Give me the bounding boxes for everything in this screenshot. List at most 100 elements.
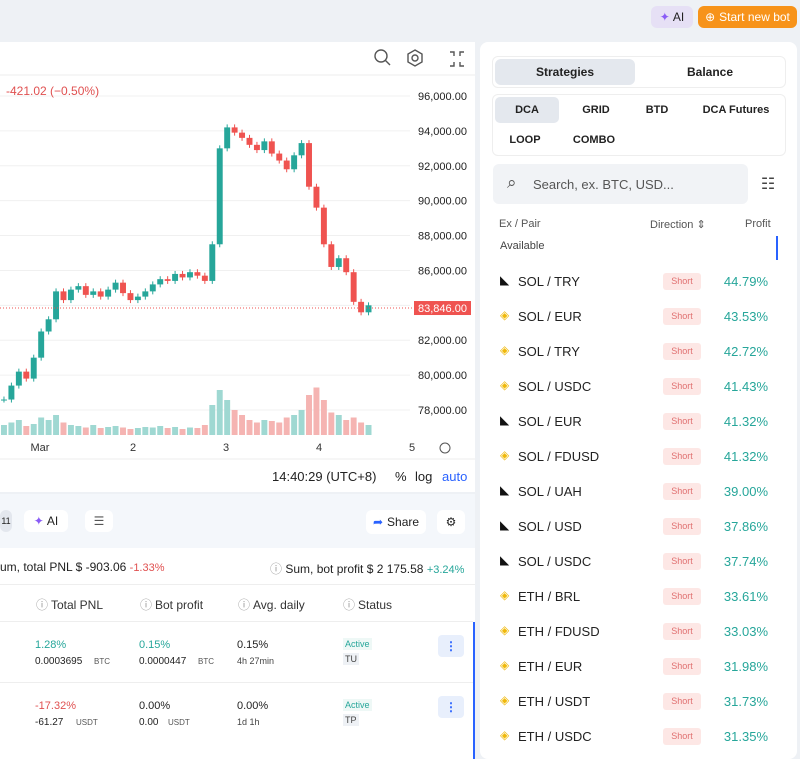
volume-bar bbox=[335, 415, 342, 435]
volume-bar bbox=[75, 426, 82, 435]
candle bbox=[164, 279, 171, 281]
avg-daily: 0.15% bbox=[237, 639, 269, 651]
volume-bar bbox=[298, 410, 305, 435]
auto-toggle[interactable]: auto bbox=[442, 469, 468, 484]
start-bot-button[interactable]: ⊕ Start new bot bbox=[698, 6, 797, 28]
column-header[interactable]: Total PNL bbox=[51, 598, 104, 612]
volume-bar bbox=[164, 428, 171, 435]
value: 2 175.58 bbox=[376, 562, 424, 576]
pair-row[interactable]: ◈ ETH / EUR Short 31.98% bbox=[480, 649, 780, 684]
volume-bar bbox=[187, 427, 193, 435]
candle bbox=[291, 155, 298, 170]
volume-bar bbox=[276, 422, 283, 435]
pair-row[interactable]: ◣ SOL / UAH Short 39.00% bbox=[480, 474, 780, 509]
volume-bar bbox=[179, 429, 186, 435]
pair-row[interactable]: ◣ SOL / USDC Short 37.74% bbox=[480, 544, 780, 579]
ai-tab[interactable]: ✦ AI bbox=[24, 510, 68, 532]
volume-bar bbox=[127, 429, 134, 435]
candle bbox=[335, 258, 342, 267]
volume-bar bbox=[350, 417, 357, 435]
menu-button[interactable]: ⋮ bbox=[438, 696, 464, 718]
volume-bar bbox=[328, 412, 335, 435]
column-header[interactable]: Bot profit bbox=[155, 598, 204, 612]
percent-toggle[interactable]: % bbox=[395, 469, 407, 484]
filter-button[interactable]: ☷ bbox=[760, 176, 776, 193]
log-toggle[interactable]: log bbox=[415, 469, 433, 484]
pair: SOL / USDC bbox=[518, 379, 592, 394]
column-header[interactable]: Ex / Pair bbox=[499, 218, 541, 230]
price-label: 92,000.00 bbox=[418, 161, 467, 173]
exchange-icon: ◈ bbox=[500, 308, 510, 322]
volume-bar bbox=[30, 424, 37, 435]
strategy-type[interactable]: COMBO bbox=[572, 134, 616, 146]
balance-tab[interactable]: Balance bbox=[686, 65, 734, 79]
pair-row[interactable]: ◈ SOL / USDC Short 41.43% bbox=[480, 369, 780, 404]
settings-button[interactable]: ⚙ bbox=[437, 510, 465, 534]
price-label: 94,000.00 bbox=[418, 126, 467, 138]
label: Direction bbox=[650, 219, 694, 231]
x-label: 4 bbox=[316, 442, 322, 454]
column-header[interactable]: Direction ⇕ bbox=[650, 219, 706, 231]
strategy-type[interactable]: LOOP bbox=[509, 134, 541, 146]
price-label: 80,000.00 bbox=[418, 370, 467, 382]
candle bbox=[23, 371, 30, 379]
pair: SOL / FDUSD bbox=[518, 449, 600, 464]
pair-row[interactable]: ◣ SOL / TRY Short 44.79% bbox=[480, 264, 780, 299]
strategy-type[interactable]: BTD bbox=[645, 104, 669, 116]
label: Sum, bot profit $ bbox=[285, 562, 374, 576]
ai-button[interactable]: ✦ AI bbox=[651, 6, 693, 28]
pair: SOL / EUR bbox=[518, 414, 582, 429]
volume-bar bbox=[246, 420, 253, 435]
pair-row[interactable]: ◈ SOL / FDUSD Short 41.32% bbox=[480, 439, 780, 474]
candle bbox=[209, 244, 216, 281]
column-header[interactable]: Avg. daily bbox=[253, 598, 305, 612]
row-divider bbox=[0, 682, 473, 683]
pair-row[interactable]: ◣ SOL / USD Short 37.86% bbox=[480, 509, 780, 544]
strategies-tab[interactable]: Strategies bbox=[495, 59, 635, 85]
volume-bar bbox=[142, 427, 149, 435]
volume-bar bbox=[239, 415, 246, 435]
pair-row[interactable]: ◣ SOL / EUR Short 41.32% bbox=[480, 404, 780, 439]
pair-row[interactable]: ◈ ETH / USDC Short 31.35% bbox=[480, 719, 780, 754]
volume-bar bbox=[224, 400, 231, 435]
column-header[interactable]: Status bbox=[358, 598, 393, 612]
pair-row[interactable]: ◈ ETH / BRL Short 33.61% bbox=[480, 579, 780, 614]
x-label: Mar bbox=[31, 442, 50, 454]
candle bbox=[172, 273, 179, 281]
tab[interactable]: 11 bbox=[0, 510, 12, 532]
exchange-icon: ◈ bbox=[500, 728, 510, 742]
menu-button[interactable]: ⋮ bbox=[438, 635, 464, 657]
pair-row[interactable]: ◈ SOL / EUR Short 43.53% bbox=[480, 299, 780, 334]
candle bbox=[30, 357, 37, 379]
profit: 31.35% bbox=[723, 729, 768, 744]
strategy-type[interactable]: DCA bbox=[495, 97, 559, 123]
volume-bar bbox=[134, 428, 141, 435]
bots-panel: 11 ✦ AI ☰ ➦ Share ⚙ um, total PNL $ -903.0… bbox=[0, 494, 475, 759]
filter-button[interactable]: ☰ bbox=[85, 510, 113, 532]
candle bbox=[246, 137, 253, 145]
direction: Short bbox=[663, 658, 701, 675]
exchange-icon: ◣ bbox=[500, 413, 510, 427]
group-label: Available bbox=[500, 240, 545, 252]
strategy-type[interactable]: DCA Futures bbox=[702, 104, 770, 116]
x-label: 3 bbox=[223, 442, 229, 454]
info-icon: ⓘ bbox=[140, 598, 153, 612]
candle bbox=[224, 127, 231, 149]
pair-row[interactable]: ◈ SOL / TRY Short 42.72% bbox=[480, 334, 780, 369]
volume-bar bbox=[306, 395, 312, 435]
column-header[interactable]: Profit bbox=[745, 218, 771, 230]
total-pnl: -17.32% bbox=[35, 700, 76, 712]
pair-row[interactable]: ◈ ETH / FDUSD Short 33.03% bbox=[480, 614, 780, 649]
search-box[interactable]: ⌕ Search, ex. BTC, USD... bbox=[493, 164, 748, 204]
profit: 44.79% bbox=[723, 274, 768, 289]
pair: SOL / TRY bbox=[518, 274, 580, 289]
candle bbox=[1, 399, 7, 401]
profit: 37.74% bbox=[723, 554, 768, 569]
share-button[interactable]: ➦ Share bbox=[366, 510, 426, 534]
pair-row[interactable]: ◈ ETH / USDT Short 31.73% bbox=[480, 684, 780, 719]
strategy-type[interactable]: GRID bbox=[582, 104, 610, 116]
price-label: 86,000.00 bbox=[418, 265, 467, 277]
candle bbox=[105, 289, 112, 297]
candle bbox=[298, 143, 305, 156]
